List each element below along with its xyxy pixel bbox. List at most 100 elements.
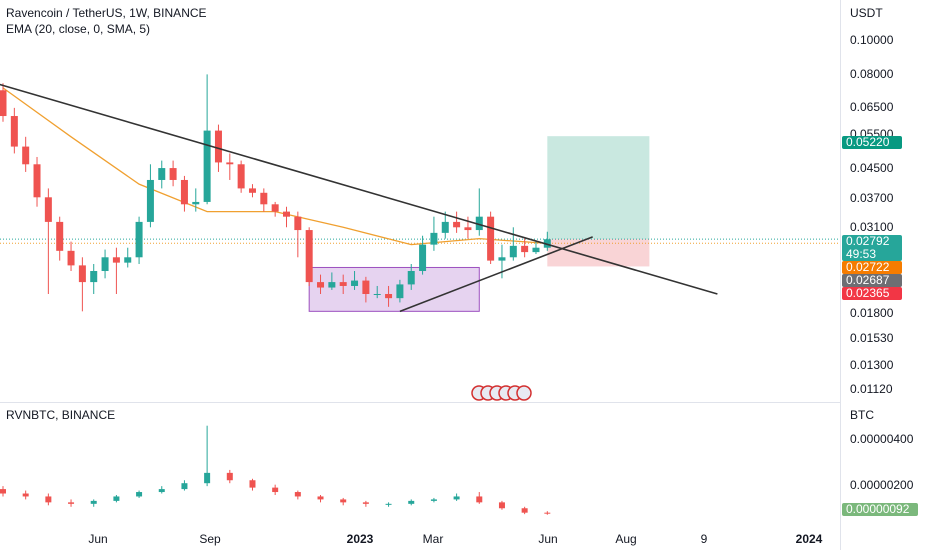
- candle-body: [385, 293, 393, 299]
- candle-body: [180, 179, 188, 205]
- lower-candle-body: [544, 512, 551, 514]
- lower-symbol-title[interactable]: RVNBTC, BINANCE: [6, 408, 116, 422]
- ema-indicator-label[interactable]: EMA (20, close, 0, SMA, 5): [6, 22, 151, 36]
- candle-body: [464, 227, 472, 231]
- candle-body: [0, 90, 7, 117]
- ema-price-tag: 0.02722: [842, 261, 902, 274]
- time-label: 9: [700, 532, 708, 546]
- time-label: Aug: [615, 532, 637, 546]
- lower-candle-body: [0, 489, 6, 494]
- candle-body: [56, 221, 64, 251]
- candle-body: [532, 247, 540, 253]
- candle-body: [158, 168, 166, 180]
- consolidation-box: [308, 266, 480, 312]
- lower-candle-body: [226, 472, 233, 481]
- time-label: 2024: [795, 532, 823, 546]
- lower-candle-body: [22, 493, 29, 497]
- candle-body: [305, 230, 313, 283]
- candle-body: [146, 179, 154, 222]
- pane-separator[interactable]: [0, 402, 840, 403]
- candle-body: [67, 250, 75, 266]
- stop-price-tag: 0.02365: [842, 287, 902, 300]
- lower-current-price-tag: 0.00000092: [842, 503, 918, 516]
- price-tick: 0.10000: [850, 33, 894, 47]
- lower-candle-body: [340, 499, 347, 503]
- lower-candle-body: [181, 483, 188, 490]
- lower-candle-body: [249, 480, 256, 488]
- price-chart[interactable]: [0, 0, 840, 402]
- candle-body: [351, 280, 359, 286]
- candle-body: [78, 265, 86, 283]
- lower-candle-body: [294, 492, 301, 497]
- current-price-value: 0.02792: [846, 234, 890, 248]
- candle-body: [362, 280, 370, 294]
- candle-body: [475, 216, 483, 231]
- candle-body: [509, 245, 517, 258]
- lower-candle-body: [476, 496, 483, 503]
- price-tick: 0.01800: [850, 306, 894, 320]
- candle-body: [430, 232, 438, 245]
- lower-candle-body: [521, 508, 528, 513]
- price-tick: 0.03100: [850, 220, 894, 234]
- price-tick: 0.03700: [850, 191, 894, 205]
- price-axis-currency: USDT: [850, 6, 883, 20]
- lower-candle-body: [90, 500, 97, 504]
- price-tick: 0.01120: [850, 382, 893, 396]
- lower-candle-body: [68, 502, 75, 504]
- candle-body: [339, 282, 347, 286]
- symbol-title[interactable]: Ravencoin / TetherUS, 1W, BINANCE: [6, 6, 207, 20]
- candle-body: [283, 211, 290, 217]
- target-zone: [547, 136, 650, 240]
- lower-candle-body: [408, 500, 415, 504]
- candle-body: [373, 293, 381, 295]
- candle-body: [328, 282, 336, 288]
- lower-candle-body: [113, 496, 120, 501]
- candle-body: [237, 164, 245, 189]
- time-label: Jun: [88, 532, 108, 546]
- current-price-tag: 0.02792 49:53: [842, 235, 902, 261]
- lower-candle-body: [362, 502, 369, 504]
- candle-body: [487, 216, 495, 261]
- price-tick: 0.01300: [850, 358, 894, 372]
- lower-candle-body: [136, 492, 143, 497]
- lower-candle-body: [453, 496, 460, 500]
- candle-body: [112, 257, 120, 263]
- candle-body: [294, 216, 302, 231]
- candle-body: [192, 201, 200, 205]
- candle-body: [101, 257, 109, 272]
- lower-candle-body: [272, 487, 279, 493]
- lower-axis-currency: BTC: [850, 408, 874, 422]
- rvnbtc-chart[interactable]: [0, 403, 840, 528]
- trendline: [399, 236, 593, 313]
- candle-body: [521, 245, 529, 253]
- candle-body: [271, 204, 279, 212]
- price-tick: 0.01530: [850, 331, 894, 345]
- price-tick: 0.08000: [850, 67, 894, 81]
- candle-body: [124, 257, 132, 263]
- time-label: 2023: [346, 532, 374, 546]
- economic-events-icons[interactable]: [470, 385, 532, 401]
- lower-candle-body: [158, 489, 165, 493]
- lower-candle-body: [45, 496, 52, 503]
- candle-body: [419, 244, 427, 272]
- candle-body: [10, 116, 18, 147]
- lower-candle-body: [385, 503, 392, 505]
- candle-body: [203, 130, 211, 202]
- lower-candle-body: [317, 496, 324, 500]
- candle-body: [135, 221, 143, 258]
- price-tick: 0.04500: [850, 161, 894, 175]
- lower-tick: 0.00000400: [850, 432, 914, 446]
- candle-body: [226, 162, 234, 165]
- stop-zone: [547, 239, 650, 267]
- lower-candle-body: [204, 472, 211, 484]
- candle-body: [33, 164, 41, 198]
- candle-body: [22, 146, 30, 165]
- candle-body: [214, 130, 222, 163]
- candle-body: [90, 271, 98, 283]
- candle-body: [248, 188, 256, 193]
- price-tick: 0.06500: [850, 100, 894, 114]
- candle-body: [441, 221, 449, 233]
- candle-body: [453, 221, 461, 228]
- time-label: Sep: [199, 532, 221, 546]
